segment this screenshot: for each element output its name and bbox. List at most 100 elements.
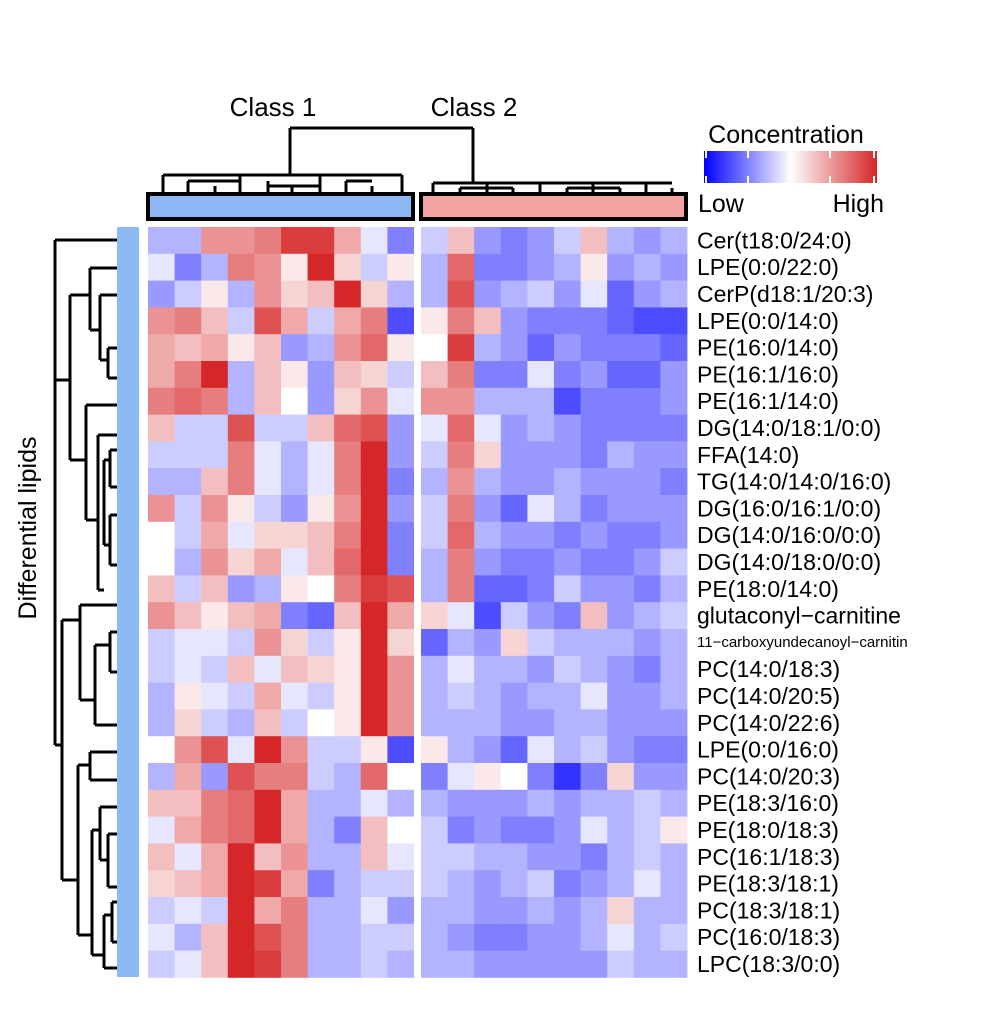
row-label: 11−carboxyundecanoyl−carnitin	[697, 634, 908, 651]
row-label: PC(14:0/18:3)	[697, 656, 840, 682]
heatmap-cell	[500, 682, 528, 710]
heatmap-cell	[447, 441, 475, 469]
heatmap-cell	[360, 307, 388, 335]
heatmap-cell	[148, 253, 175, 281]
heatmap-cell	[500, 709, 528, 737]
heatmap-cell	[447, 602, 475, 630]
heatmap-cell	[421, 709, 448, 737]
row-label: LPC(18:3/0:0)	[697, 951, 840, 977]
row-label: PC(14:0/22:6)	[697, 710, 840, 736]
heatmap-cell	[660, 361, 688, 389]
heatmap-cell	[580, 253, 608, 281]
heatmap-cell	[607, 816, 635, 844]
heatmap-cell	[580, 495, 608, 523]
heatmap-cell	[607, 280, 635, 308]
heatmap-cell	[174, 227, 202, 255]
heatmap-cell	[387, 280, 415, 308]
heatmap-cell	[227, 280, 255, 308]
heatmap-cell	[227, 816, 255, 844]
heatmap-cell	[174, 253, 202, 281]
row-label: PE(18:3/16:0)	[697, 790, 839, 816]
heatmap-cell	[633, 334, 661, 362]
heatmap-cell	[500, 789, 528, 817]
heatmap-cell	[580, 682, 608, 710]
heatmap-cell	[334, 897, 362, 925]
heatmap-cell	[334, 334, 362, 362]
heatmap-cell	[387, 655, 415, 683]
row-label: glutaconyl−carnitine	[697, 603, 901, 629]
heatmap-cell	[148, 763, 175, 791]
heatmap-cell	[660, 736, 688, 764]
heatmap-cell	[607, 334, 635, 362]
heatmap-cell	[527, 227, 555, 255]
heatmap-cell	[607, 602, 635, 630]
heatmap-cell	[307, 843, 335, 871]
heatmap-cell	[633, 923, 661, 951]
heatmap-cell	[148, 495, 175, 523]
heatmap-cell	[660, 227, 688, 255]
heatmap-cell	[660, 387, 688, 415]
heatmap-cell	[148, 307, 175, 335]
heatmap-cell	[334, 441, 362, 469]
heatmap-cell	[421, 441, 448, 469]
heatmap-cell	[474, 227, 502, 255]
heatmap-cell	[174, 709, 202, 737]
heatmap-cell	[254, 548, 282, 576]
heatmap-cell	[607, 495, 635, 523]
heatmap-cell	[334, 843, 362, 871]
heatmap-cell	[580, 387, 608, 415]
heatmap-cell	[201, 763, 229, 791]
heatmap-cell	[554, 843, 581, 871]
heatmap-cell	[281, 682, 308, 710]
heatmap-cell	[307, 763, 335, 791]
heatmap-cell	[281, 789, 308, 817]
heatmap-cell	[421, 736, 448, 764]
heatmap-cell	[527, 602, 555, 630]
heatmap-cell	[660, 334, 688, 362]
heatmap-cell	[554, 763, 581, 791]
heatmap-cell	[360, 468, 388, 496]
heatmap-cell	[254, 602, 282, 630]
heatmap-cell	[474, 682, 502, 710]
heatmap-cell	[334, 789, 362, 817]
heatmap-cell	[360, 387, 388, 415]
heatmap-cell	[633, 468, 661, 496]
heatmap-cell	[201, 709, 229, 737]
heatmap-cell	[421, 334, 448, 362]
heatmap-cell	[227, 923, 255, 951]
heatmap-cell	[360, 816, 388, 844]
row-label: PE(16:1/14:0)	[697, 388, 839, 414]
heatmap-cell	[660, 280, 688, 308]
heatmap-cell	[500, 307, 528, 335]
heatmap-cell	[227, 789, 255, 817]
heatmap-cell	[607, 950, 635, 978]
heatmap-cell	[447, 307, 475, 335]
heatmap-cell	[527, 414, 555, 442]
heatmap-cell	[201, 897, 229, 925]
heatmap-cell	[254, 361, 282, 389]
heatmap-cell	[148, 334, 175, 362]
heatmap-cell	[281, 334, 308, 362]
heatmap-cell	[307, 521, 335, 549]
heatmap-cell	[334, 736, 362, 764]
heatmap-cell	[421, 897, 448, 925]
heatmap-cell	[387, 334, 415, 362]
heatmap-cell	[281, 923, 308, 951]
heatmap-cell	[148, 361, 175, 389]
heatmap-cell	[387, 763, 415, 791]
heatmap-cell	[500, 950, 528, 978]
heatmap-cell	[201, 280, 229, 308]
heatmap-cell	[474, 843, 502, 871]
heatmap-cell	[201, 361, 229, 389]
heatmap-cell	[633, 521, 661, 549]
heatmap-cell	[281, 307, 308, 335]
heatmap-cell	[307, 709, 335, 737]
heatmap-cell	[474, 468, 502, 496]
heatmap-cell	[360, 495, 388, 523]
heatmap-cell	[387, 468, 415, 496]
heatmap-cell	[307, 495, 335, 523]
heatmap-cell	[281, 843, 308, 871]
heatmap-cell	[527, 387, 555, 415]
heatmap-cell	[307, 334, 335, 362]
heatmap-cell	[554, 361, 581, 389]
